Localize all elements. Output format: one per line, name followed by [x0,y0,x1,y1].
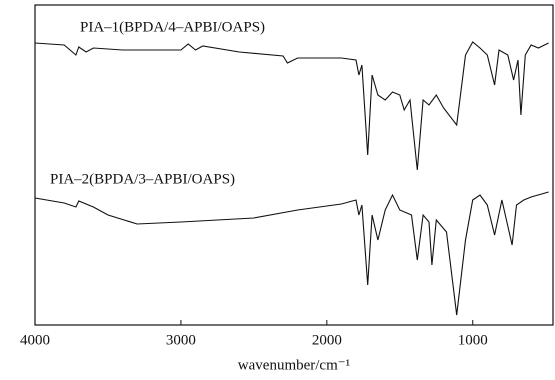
spectrum-line [34,191,549,316]
x-tick-label: 1000 [458,332,488,348]
x-axis-label: wavenumber/cm⁻¹ [238,357,350,373]
spectrum-line [34,41,549,171]
series-label: PIA–2(BPDA/3–APBI/OAPS) [50,171,235,187]
series-label: PIA–1(BPDA/4–APBI/OAPS) [80,19,265,35]
plot-frame [34,4,554,326]
x-tick-label: 2000 [312,332,342,348]
x-tick-label: 4000 [20,332,50,348]
x-tick-label: 3000 [166,332,196,348]
